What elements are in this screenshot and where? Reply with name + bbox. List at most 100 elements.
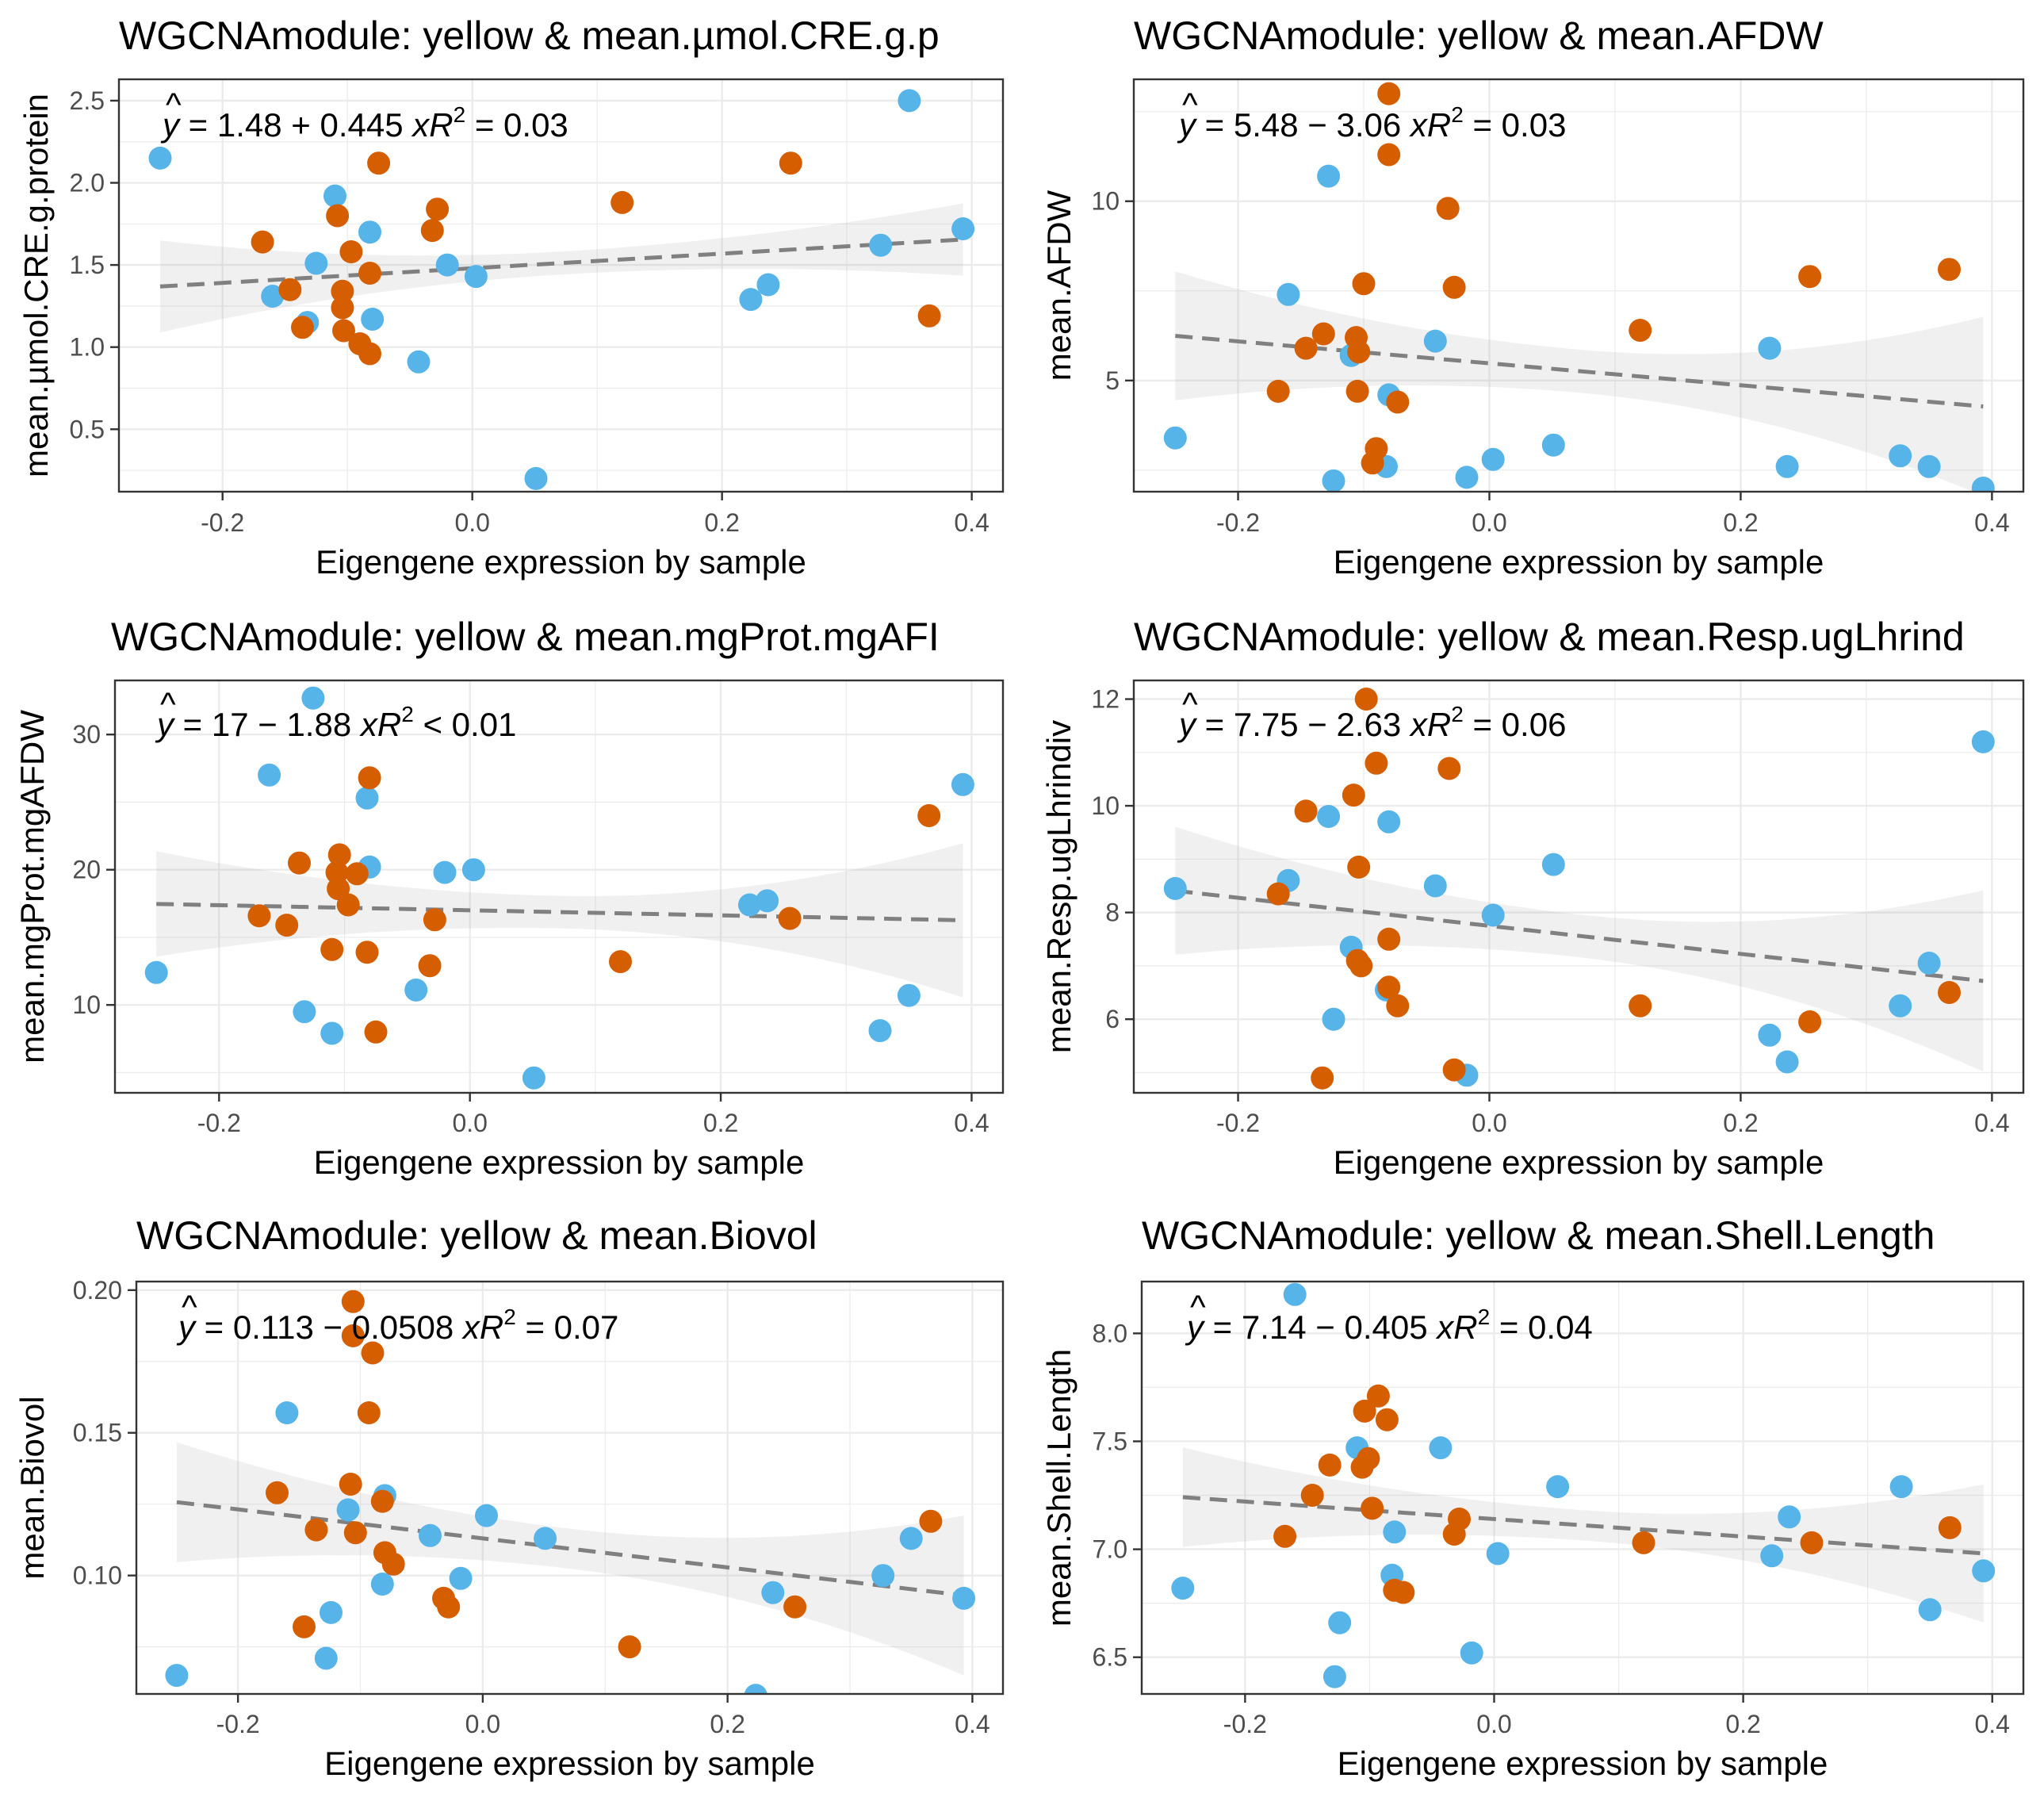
data-point — [522, 1066, 545, 1090]
equation-y: y — [1177, 706, 1198, 743]
regression-equation: y = 7.75 − 2.63 xR2 = 0.06 — [1177, 702, 1566, 743]
y-tick-label: 2.0 — [70, 169, 105, 197]
data-point — [266, 1481, 289, 1504]
x-tick-label: 0.0 — [1476, 1710, 1511, 1738]
data-point — [304, 1518, 328, 1542]
equation-body: = 0.113 − 0.0508 — [195, 1309, 463, 1346]
data-point — [739, 288, 763, 312]
y-tick-label: 10 — [1091, 791, 1120, 820]
x-tick-label: 0.2 — [1723, 508, 1758, 537]
data-point — [367, 151, 391, 175]
data-point — [1294, 799, 1318, 823]
data-point — [1322, 1007, 1345, 1031]
y-tick-label: 0.15 — [73, 1419, 122, 1447]
data-point — [278, 278, 302, 301]
equation-x: x — [1409, 106, 1429, 144]
data-point — [1629, 319, 1652, 342]
equation-body: = 7.75 − 2.63 — [1196, 706, 1411, 743]
plot-area — [1134, 79, 2023, 492]
data-point — [343, 1521, 367, 1545]
data-point — [320, 1021, 344, 1045]
data-point — [611, 190, 634, 214]
panel-border — [113, 679, 1005, 1094]
panel-border — [117, 78, 1005, 493]
equation-r: R — [480, 1309, 503, 1346]
data-point — [304, 251, 328, 275]
equation-r-value: = 0.04 — [1490, 1309, 1593, 1346]
y-tick-label: 0.10 — [73, 1562, 122, 1590]
data-point — [1423, 874, 1447, 898]
data-point — [288, 851, 311, 875]
regression-line — [176, 1500, 964, 1598]
data-point — [1294, 336, 1318, 360]
data-point — [475, 1504, 498, 1527]
regression-equation: y = 7.14 − 0.405 xR2 = 0.04 — [1185, 1305, 1593, 1346]
series-blue — [144, 686, 974, 1090]
equation-r-exponent: 2 — [1451, 702, 1464, 726]
data-point — [370, 1573, 394, 1596]
data-point — [1889, 994, 1912, 1017]
chart-title: WGCNAmodule: yellow & mean.AFDW — [1134, 13, 1824, 58]
x-axis-label: Eigengene expression by sample — [324, 1745, 815, 1782]
data-point — [331, 296, 354, 320]
data-point — [778, 906, 802, 930]
data-point — [419, 1523, 442, 1547]
data-point — [1778, 1505, 1801, 1529]
data-point — [1266, 882, 1290, 906]
equation-r: R — [377, 706, 401, 743]
data-point — [1377, 82, 1401, 105]
equation-y: y — [155, 706, 176, 743]
data-point — [1311, 1066, 1334, 1090]
data-point — [326, 204, 350, 228]
hat-accent: ^ — [160, 685, 176, 722]
data-point — [1632, 1531, 1655, 1554]
data-point — [1375, 1408, 1399, 1431]
data-point — [1283, 1282, 1307, 1306]
equation-body: = 17 − 1.88 — [174, 706, 361, 743]
data-point — [247, 904, 271, 928]
data-point — [1171, 1577, 1195, 1600]
data-point — [1917, 454, 1941, 478]
confidence-band — [1182, 1447, 1984, 1623]
data-point — [293, 1000, 316, 1024]
series-orange — [266, 1289, 943, 1659]
data-point — [358, 220, 381, 244]
data-point — [341, 1324, 365, 1347]
panel-border — [1140, 1280, 2025, 1696]
data-point — [358, 262, 381, 285]
data-point — [275, 914, 299, 937]
y-tick-label: 7.5 — [1093, 1427, 1127, 1455]
data-point — [1938, 981, 1961, 1004]
y-tick-label: 6.5 — [1093, 1643, 1127, 1672]
chart-title: WGCNAmodule: yellow & mean.µmol.CRE.g.p — [119, 13, 940, 58]
regression-equation: y = 1.48 + 0.445 xR2 = 0.03 — [160, 102, 568, 144]
x-tick-label: 0.2 — [704, 508, 739, 537]
data-point — [779, 151, 802, 175]
equation-y: y — [160, 106, 182, 144]
data-point — [461, 858, 485, 882]
equation-x: x — [461, 1309, 481, 1346]
data-point — [1442, 1058, 1466, 1082]
data-point — [1311, 322, 1335, 346]
chart-title: WGCNAmodule: yellow & mean.Biovol — [136, 1213, 817, 1258]
data-point — [1342, 784, 1365, 807]
data-point — [1889, 444, 1912, 468]
y-tick-label: 20 — [72, 856, 101, 884]
y-tick-label: 8 — [1105, 899, 1120, 927]
y-axis-label: mean.Biovol — [13, 1396, 51, 1579]
confidence-band — [156, 843, 963, 998]
y-axis-label: mean.AFDW — [1040, 190, 1078, 381]
data-point — [435, 253, 459, 277]
data-point — [1377, 927, 1401, 951]
data-point — [320, 937, 344, 961]
y-tick-label: 2.5 — [70, 86, 105, 115]
data-point — [148, 146, 172, 170]
y-tick-label: 5 — [1105, 366, 1120, 395]
x-axis-label: Eigengene expression by sample — [314, 1144, 805, 1181]
confidence-band — [176, 1442, 964, 1676]
equation-body: = 7.14 − 0.405 — [1204, 1309, 1437, 1346]
y-tick-label: 7.0 — [1093, 1535, 1127, 1564]
data-point — [1163, 876, 1187, 900]
data-point — [336, 893, 360, 917]
data-point — [1277, 282, 1300, 306]
